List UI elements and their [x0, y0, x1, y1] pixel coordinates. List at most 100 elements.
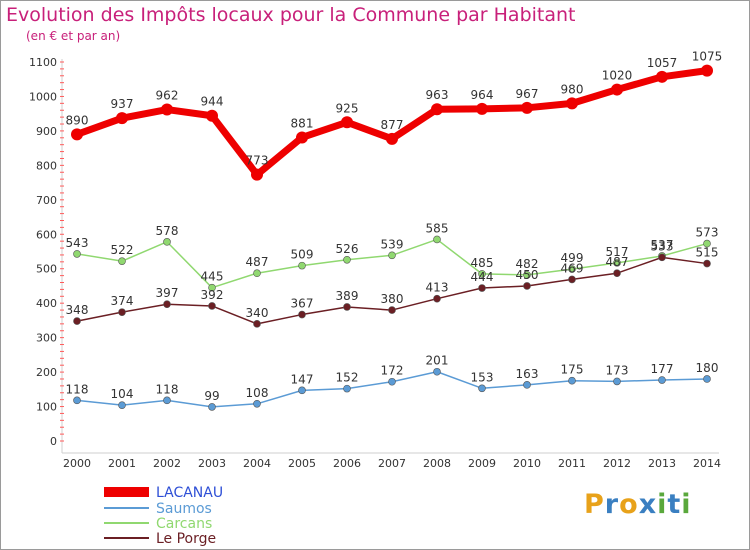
y-tick-label: 900 — [36, 125, 57, 138]
data-point — [568, 265, 576, 273]
logo-letter: t — [667, 489, 682, 520]
data-label: 877 — [381, 118, 404, 132]
data-label: 163 — [516, 367, 539, 381]
data-point — [253, 320, 261, 328]
logo-letter: i — [681, 489, 692, 520]
data-label: 118 — [156, 382, 179, 396]
x-tick-label: 2004 — [243, 457, 271, 470]
y-tick-label: 700 — [36, 194, 57, 207]
data-point — [163, 238, 171, 246]
data-point — [388, 251, 396, 260]
data-label: 397 — [156, 286, 179, 300]
data-point — [433, 294, 441, 303]
data-label: 522 — [111, 243, 134, 257]
chart-subtitle: (en € et par an) — [26, 29, 121, 43]
y-tick-label: 600 — [36, 228, 57, 241]
data-label: 99 — [204, 389, 219, 403]
data-label: 964 — [471, 88, 494, 102]
data-point — [656, 70, 668, 83]
y-tick-label: 500 — [36, 263, 57, 276]
data-point — [433, 235, 441, 244]
data-label: 482 — [516, 257, 539, 271]
data-label: 175 — [561, 363, 584, 377]
data-point — [523, 282, 531, 290]
data-label: 1075 — [692, 50, 723, 64]
series-saumos: 118 104 118 99 108 147 152 172 201 153 163 175 173 17… — [66, 354, 719, 411]
data-label: 533 — [651, 239, 674, 253]
x-tick-label: 2013 — [648, 457, 676, 470]
data-point — [253, 399, 261, 408]
data-label: 172 — [381, 364, 404, 378]
data-label: 944 — [201, 95, 224, 109]
data-point — [478, 284, 486, 292]
x-tick-label: 2011 — [558, 457, 586, 470]
logo-letter: r — [604, 489, 620, 520]
x-tick-label: 2005 — [288, 457, 316, 470]
data-point — [478, 384, 486, 393]
data-label: 1057 — [647, 56, 678, 70]
data-label: 201 — [426, 354, 449, 368]
legend-item: Le Porge — [104, 531, 216, 547]
data-point — [658, 253, 666, 262]
data-label: 526 — [336, 242, 359, 256]
data-point — [568, 275, 576, 284]
data-label: 539 — [381, 237, 404, 251]
data-point — [343, 303, 351, 311]
data-point — [251, 168, 263, 181]
data-label: 340 — [246, 306, 269, 320]
data-label: 104 — [111, 387, 134, 401]
data-label: 543 — [66, 236, 89, 250]
data-label: 147 — [291, 372, 314, 386]
logo-letter: P — [584, 489, 605, 520]
x-tick-label: 2000 — [63, 457, 91, 470]
data-point — [298, 386, 306, 395]
data-point — [73, 396, 81, 405]
data-label: 413 — [426, 281, 449, 295]
data-point — [118, 257, 126, 265]
legend-item: Saumos — [104, 501, 212, 517]
data-label: 469 — [561, 261, 584, 275]
data-label: 367 — [291, 297, 314, 311]
data-label: 487 — [246, 255, 269, 269]
data-label: 392 — [201, 288, 224, 302]
data-point — [611, 83, 623, 96]
x-tick-label: 2003 — [198, 457, 226, 470]
data-label: 348 — [66, 303, 89, 317]
data-point — [478, 270, 486, 278]
data-label: 450 — [516, 268, 539, 282]
data-label: 890 — [66, 113, 89, 127]
data-point — [208, 302, 216, 310]
data-label: 499 — [561, 251, 584, 265]
legend-label: Saumos — [156, 501, 212, 517]
data-point — [613, 259, 621, 267]
y-tick-label: 300 — [36, 332, 57, 345]
data-point — [568, 376, 576, 385]
data-label: 487 — [606, 255, 629, 269]
data-point — [386, 132, 398, 145]
legend-item: Carcans — [104, 516, 212, 532]
data-point — [253, 269, 261, 278]
data-label: 173 — [606, 363, 629, 377]
data-point — [343, 255, 351, 264]
data-point — [703, 375, 711, 383]
x-tick-label: 2007 — [378, 457, 406, 470]
data-label: 108 — [246, 386, 269, 400]
data-point — [118, 308, 126, 316]
series-lacanau: 890 937 962 944 773 881 925 877 963 964 967 980 1020… — [66, 50, 723, 181]
data-point — [343, 384, 351, 393]
x-tick-label: 2006 — [333, 457, 361, 470]
data-label: 967 — [516, 87, 539, 101]
data-label: 517 — [606, 245, 629, 259]
data-point — [116, 112, 128, 125]
data-point — [566, 97, 578, 110]
data-label: 445 — [201, 270, 224, 284]
data-label: 374 — [111, 294, 134, 308]
data-label: 180 — [696, 361, 719, 375]
data-point — [433, 367, 441, 376]
data-point — [163, 396, 171, 405]
data-label: 773 — [246, 154, 269, 168]
data-point — [703, 239, 711, 248]
y-tick-label: 800 — [36, 159, 57, 172]
